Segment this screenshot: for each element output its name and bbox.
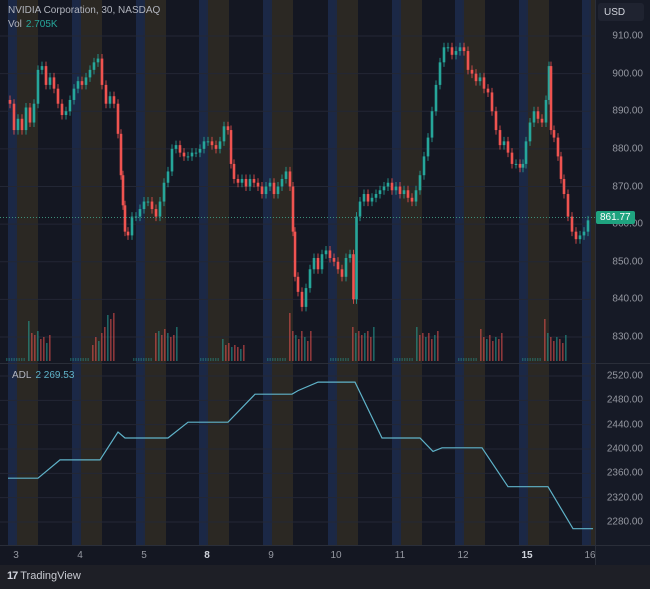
price-axis[interactable]: 910.00 900.00 890.00 880.00 870.00 860.00 850.…	[595, 0, 650, 363]
adl-tick: 2360.00	[606, 467, 643, 479]
price-tick: 890.00	[612, 105, 643, 117]
adl-tick: 2520.00	[606, 370, 643, 382]
price-tick: 870.00	[612, 181, 643, 192]
chart-frame: NVIDIA Corporation, 30, NASDAQ Vol 2.705K…	[0, 0, 650, 566]
last-price-label: 861.77	[596, 211, 635, 224]
time-tick: 12	[457, 550, 469, 561]
price-tick: 850.00	[612, 256, 643, 268]
price-candles	[8, 42, 590, 312]
price-tick: 900.00	[612, 68, 643, 80]
adl-line	[8, 381, 593, 530]
pane-divider[interactable]	[0, 363, 650, 364]
volume-bars	[6, 313, 567, 361]
time-tick: 16	[584, 550, 596, 561]
volume-label: Vol	[8, 19, 22, 30]
footer: 17 TradingView	[0, 565, 650, 589]
chart-legend: NVIDIA Corporation, 30, NASDAQ Vol 2.705K	[8, 5, 160, 30]
adl-value: 2 269.53	[35, 370, 75, 381]
adl-legend: ADL 2 269.53	[12, 370, 74, 381]
price-tick: 840.00	[612, 293, 643, 305]
time-tick: 11	[394, 550, 406, 561]
symbol-title: NVIDIA Corporation, 30, NASDAQ	[8, 5, 161, 16]
adl-tick: 2440.00	[606, 419, 643, 431]
tradingview-brand[interactable]: 17 TradingView	[7, 570, 81, 582]
time-tick: 9	[268, 550, 274, 561]
adl-axis[interactable]: 2520.00 2480.00 2440.00 2400.00 2360.00 2320.…	[595, 364, 650, 545]
price-tick: 830.00	[612, 331, 643, 343]
adl-tick: 2480.00	[606, 394, 643, 406]
adl-tick: 2280.00	[606, 516, 643, 528]
adl-tick: 2320.00	[606, 492, 643, 504]
time-tick: 4	[77, 550, 83, 561]
currency-button[interactable]: USD	[598, 3, 644, 21]
time-tick: 8	[204, 550, 210, 561]
tradingview-logo-icon: 17	[7, 570, 18, 582]
chart-plot-area[interactable]	[0, 0, 595, 545]
adl-label: ADL	[12, 370, 32, 381]
time-tick: 5	[141, 550, 147, 561]
time-axis[interactable]: 3 4 5 8 9 10 11 12 15 16	[0, 545, 596, 566]
time-tick: 3	[13, 550, 19, 561]
volume-value: 2.705K	[25, 19, 58, 30]
brand-name: TradingView	[20, 570, 81, 582]
axis-corner	[595, 545, 650, 566]
price-tick: 910.00	[612, 30, 643, 42]
price-tick: 860.00	[612, 218, 643, 230]
session-bands	[8, 0, 595, 545]
time-tick: 15	[521, 550, 533, 561]
time-tick: 10	[330, 550, 342, 561]
price-tick: 880.00	[612, 143, 643, 155]
adl-tick: 2400.00	[606, 443, 643, 455]
